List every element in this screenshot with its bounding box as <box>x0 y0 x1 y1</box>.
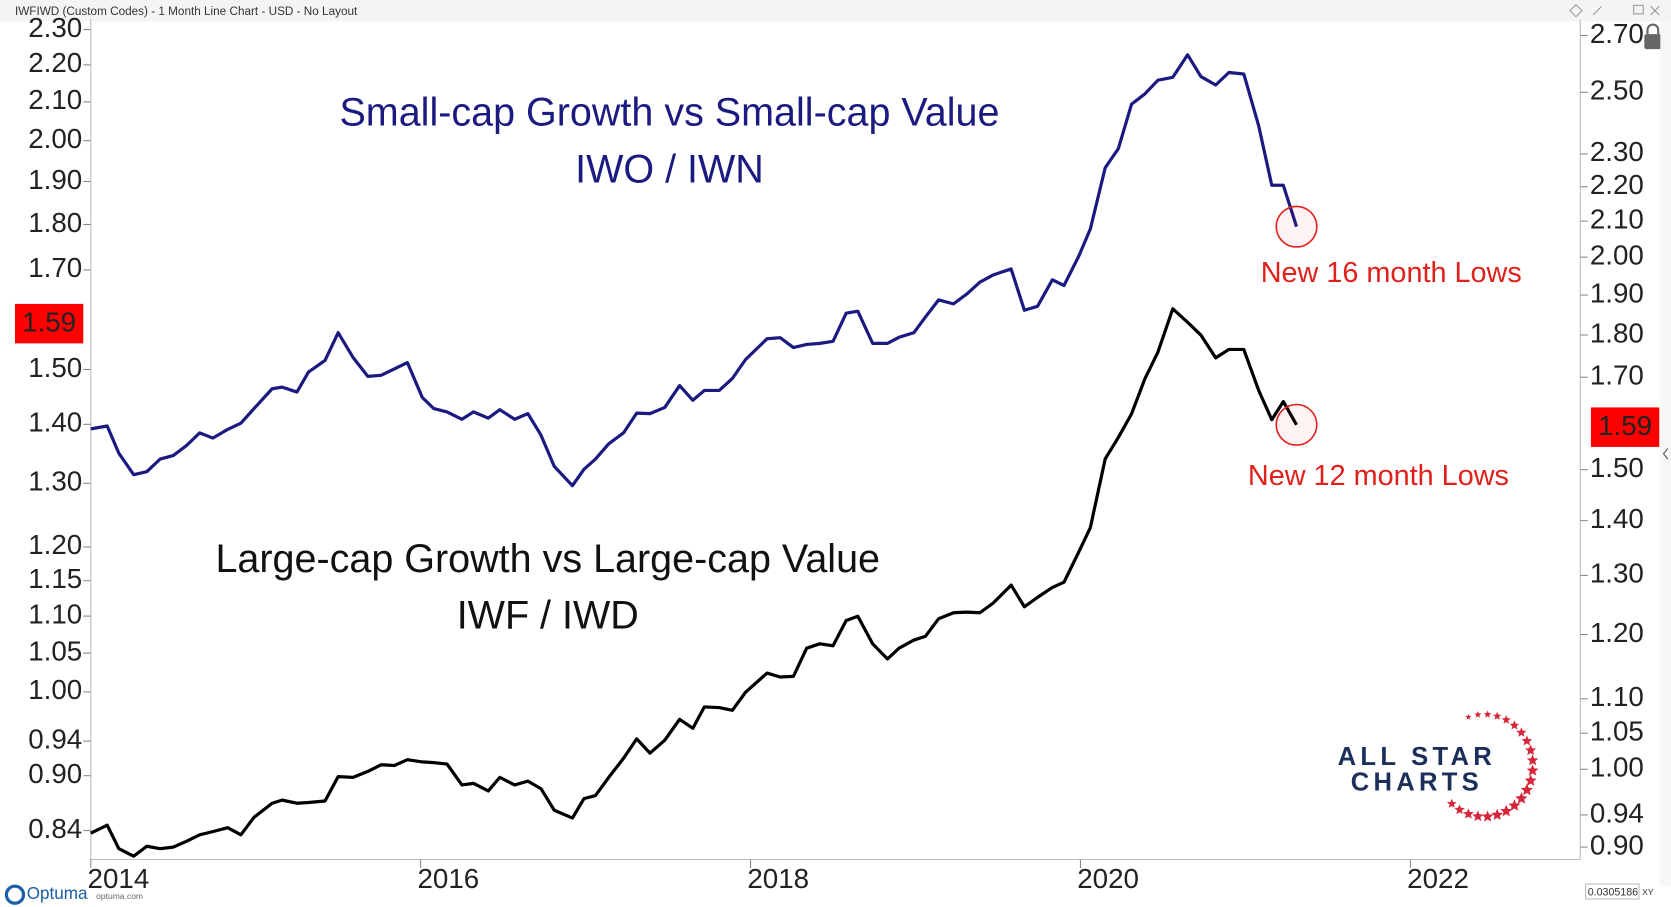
logo-star <box>1472 810 1484 822</box>
logo-star <box>1500 804 1513 817</box>
logo-star <box>1463 808 1474 819</box>
y-tick-label: 1.05 <box>28 635 82 666</box>
x-tick-label: 2020 <box>1077 863 1139 894</box>
y-tick-label: 0.90 <box>28 758 82 789</box>
logo-text: ALL STAR <box>1338 743 1496 771</box>
logo-star <box>1483 710 1492 718</box>
x-tick-label: 2014 <box>88 863 150 894</box>
y-tick-label: 2.10 <box>28 84 82 115</box>
series-line <box>90 53 1299 488</box>
header-title: IWFIWD (Custom Codes) - 1 Month Line Cha… <box>15 5 358 18</box>
logo-star <box>1446 798 1457 808</box>
readout-box <box>1585 883 1640 900</box>
y-tick-label: 0.94 <box>28 723 82 754</box>
y-tick-label: 1.00 <box>28 674 82 705</box>
y-tick-label: 1.80 <box>28 207 82 238</box>
y2-tick-label: 1.10 <box>1590 681 1644 712</box>
annotation: Small-cap Growth vs Small-cap Value <box>339 91 999 135</box>
mode[interactable]: XY <box>1642 887 1654 897</box>
scroll-strip <box>1660 21 1671 887</box>
annotation: IWF / IWD <box>457 594 639 638</box>
y-tick-label: 1.20 <box>28 529 82 560</box>
y2-tick-label: 1.00 <box>1590 752 1644 783</box>
y2-tick-label: 1.40 <box>1590 503 1644 534</box>
logo-star <box>1521 735 1533 746</box>
y2-tick-label: 1.50 <box>1590 452 1644 483</box>
logo-star <box>1515 792 1528 804</box>
logo-star <box>1520 783 1533 796</box>
y-tick-label: 1.50 <box>28 352 82 383</box>
y2-tick-label: 2.70 <box>1590 18 1644 49</box>
lock-icon[interactable] <box>1644 23 1662 50</box>
y-tick-label: 1.70 <box>28 252 82 283</box>
y2-tick-label: 1.30 <box>1590 558 1644 589</box>
logo-star <box>1516 727 1527 737</box>
y2-tick-label: 1.20 <box>1590 617 1644 648</box>
y-tick-label: 2.00 <box>28 123 82 154</box>
value-marker-label: 1.59 <box>1598 410 1652 441</box>
annotation: Large-cap Growth vs Large-cap Value <box>215 537 880 581</box>
y2-tick-label: 2.20 <box>1590 169 1644 200</box>
low-circle <box>1275 205 1318 248</box>
y-tick-label: 1.40 <box>28 407 82 438</box>
logo-star <box>1524 774 1537 786</box>
logo-star <box>1525 744 1537 756</box>
value-marker-label: 1.59 <box>22 307 76 338</box>
logo-star <box>1493 711 1502 720</box>
logo-star <box>1501 715 1511 724</box>
header-bar <box>0 0 1671 22</box>
y2-tick-label: 0.94 <box>1590 797 1644 828</box>
x-tick-label: 2022 <box>1407 863 1469 894</box>
footer-brand: Optuma optuma.com <box>4 884 143 905</box>
y2-tick-label: 1.70 <box>1590 360 1644 391</box>
value-marker <box>14 303 84 344</box>
y-tick-label: 2.30 <box>28 12 82 43</box>
y2-tick-label: 1.80 <box>1590 317 1644 348</box>
window-icons <box>1569 3 1660 18</box>
logo-text: CHARTS <box>1351 768 1483 796</box>
y-tick-label: 1.15 <box>28 563 82 594</box>
site: optuma.com <box>96 891 143 901</box>
logo-star <box>1508 799 1521 811</box>
low-circle <box>1275 403 1318 446</box>
brand: Optuma <box>27 884 88 903</box>
logo-star <box>1465 713 1472 720</box>
logo-star <box>1481 810 1494 822</box>
logo-star <box>1509 720 1520 730</box>
x-tick-label: 2016 <box>417 863 479 894</box>
logo: ALL STAR CHARTS <box>1338 710 1539 822</box>
y-tick-label: 1.90 <box>28 164 82 195</box>
logo-star <box>1526 754 1539 766</box>
y2-tick-label: 2.10 <box>1590 203 1644 234</box>
annotation: IWO / IWN <box>575 147 764 191</box>
annotation: New 16 month Lows <box>1261 257 1522 289</box>
y2-tick-label: 2.50 <box>1590 75 1644 106</box>
value-marker <box>1590 407 1660 447</box>
y-tick-label: 2.20 <box>28 47 82 78</box>
y-tick-label: 1.10 <box>28 598 82 629</box>
y-tick-label: 1.30 <box>28 466 82 497</box>
logo-star <box>1491 808 1504 820</box>
logo-star <box>1526 764 1539 776</box>
x-tick-label: 2018 <box>747 863 809 894</box>
collapse-arrow[interactable] <box>1662 448 1669 460</box>
readout: 0.0305186 <box>1588 886 1638 898</box>
y2-tick-label: 2.30 <box>1590 136 1644 167</box>
series-line <box>90 307 1298 858</box>
y2-tick-label: 2.00 <box>1590 239 1644 270</box>
logo-star <box>1474 711 1482 718</box>
y2-tick-label: 0.90 <box>1590 829 1644 860</box>
y2-tick-label: 1.90 <box>1590 277 1644 308</box>
annotation: New 12 month Lows <box>1248 460 1509 492</box>
logo-star <box>1454 804 1465 815</box>
y-tick-label: 0.84 <box>28 813 82 844</box>
y2-tick-label: 1.05 <box>1590 716 1644 747</box>
